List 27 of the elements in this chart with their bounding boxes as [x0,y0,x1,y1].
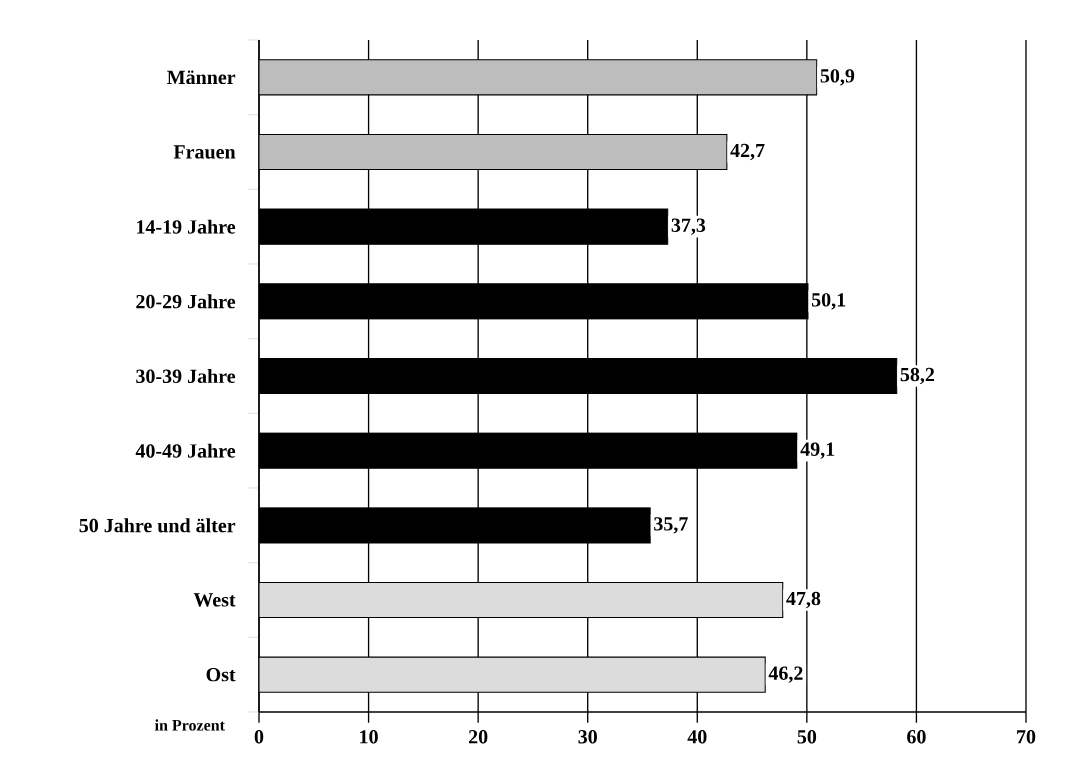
data-label: 49,1 [800,442,835,459]
data-label: 58,2 [900,367,935,385]
y-tick-label: 50 Jahre und älter [79,518,236,533]
x-tick-label: 0 [254,730,264,744]
data-label: 50,1 [811,293,846,310]
y-tick-label: 14-19 Jahre [137,219,236,234]
x-tick-label: 40 [687,730,707,744]
y-tick-label: Ost [206,667,236,682]
data-label: 50,9 [820,69,855,86]
x-tick-label: 50 [797,730,817,744]
data-label: 46,2 [768,666,803,683]
y-tick-label: 30-39 Jahre [136,368,236,384]
x-axis-title: in Prozent [154,719,225,731]
x-tick-label: 60 [907,730,926,744]
x-tick-label: 10 [360,730,378,744]
data-label: 35,7 [654,517,688,534]
y-tick-label: Frauen [173,145,236,159]
y-tick-label: Männer [167,70,236,85]
x-tick-label: 20 [468,730,488,744]
x-tick-label: 30 [578,730,597,744]
y-tick-label: 40-49 Jahre [135,443,236,458]
y-tick-label: West [193,593,236,607]
data-label: 47,8 [786,591,821,609]
y-tick-label: 20-29 Jahre [136,294,236,309]
data-label: 37,3 [671,218,706,235]
data-label: 42,7 [730,143,765,161]
x-tick-label: 70 [1017,730,1036,744]
